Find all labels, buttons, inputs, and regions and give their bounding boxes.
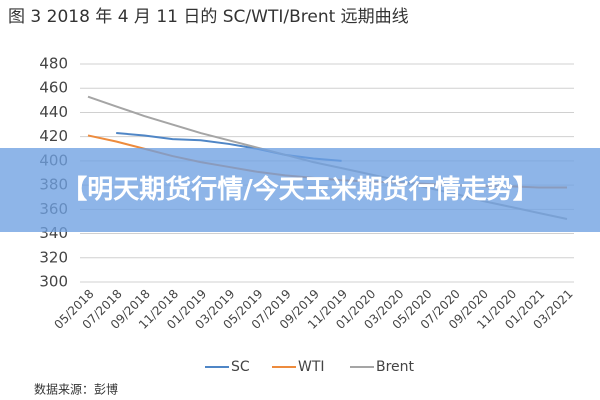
banner-text: 【明天期货行情/今天玉米期货行情走势】 [61, 175, 539, 205]
y-tick-label: 320 [39, 248, 68, 266]
legend-label: SC [231, 359, 250, 375]
source: 数据来源：彭博 [34, 382, 118, 397]
legend-label: Brent [376, 359, 415, 375]
chart-title: 图 3 2018 年 4 月 11 日的 SC/WTI/Brent 远期曲线 [8, 7, 409, 27]
y-tick-label: 300 [39, 273, 68, 291]
banner: 【明天期货行情/今天玉米期货行情走势】 [0, 148, 600, 232]
y-tick-label: 480 [39, 55, 68, 73]
legend-label: WTI [298, 359, 325, 375]
y-tick-label: 460 [39, 79, 68, 97]
y-tick-label: 440 [39, 103, 68, 121]
y-tick-label: 420 [39, 127, 68, 145]
